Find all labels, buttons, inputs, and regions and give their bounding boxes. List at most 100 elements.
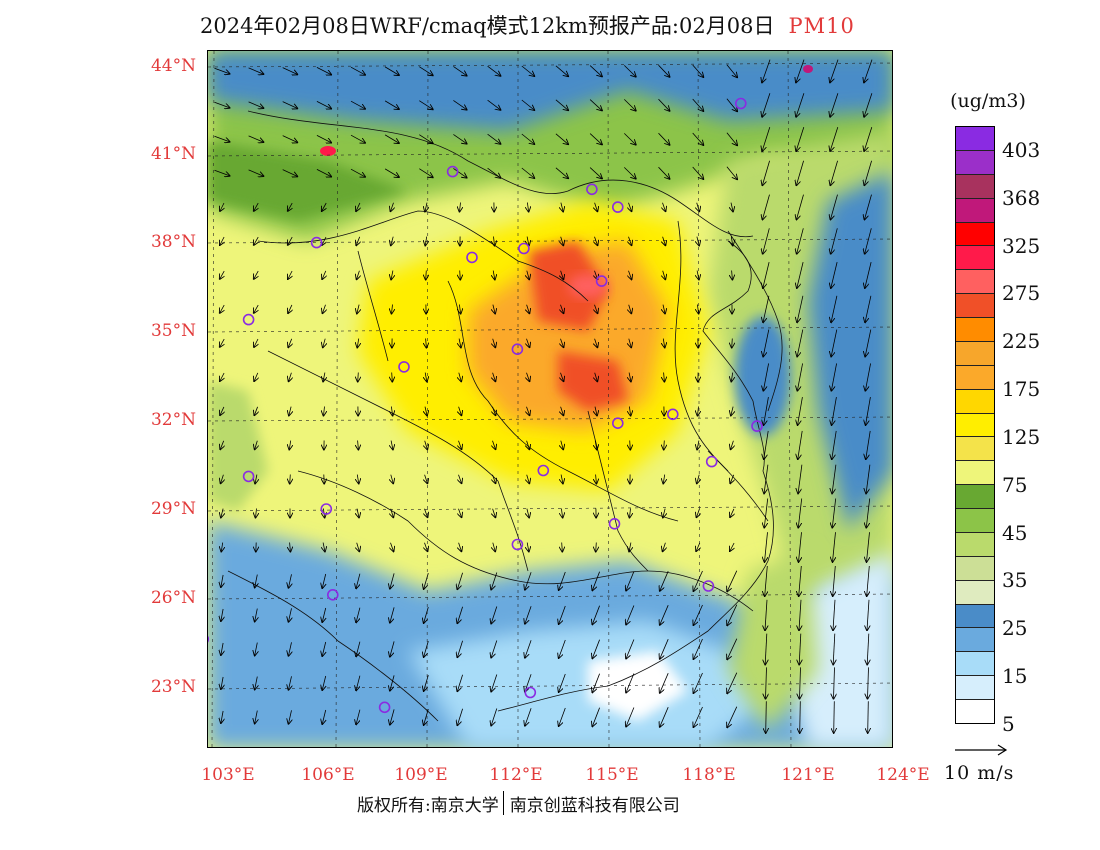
wind-arrow — [660, 571, 669, 591]
wind-arrow — [390, 573, 395, 588]
wind-arrow — [220, 270, 224, 279]
wind-arrow — [390, 709, 395, 724]
wind-arrow — [390, 675, 395, 690]
wind-arrow — [391, 542, 394, 552]
wind-arrow — [595, 236, 598, 245]
wind-arrow — [626, 571, 635, 591]
colorbar-segment — [956, 485, 994, 509]
wind-arrow — [220, 236, 224, 245]
wind-arrow — [798, 430, 803, 459]
wind-arrow — [425, 542, 428, 551]
wind-arrow — [289, 406, 291, 416]
wind-arrow — [493, 304, 495, 314]
wind-arrow — [663, 236, 666, 246]
wind-arrow — [527, 304, 530, 314]
station-marker — [242, 470, 255, 483]
wind-arrow — [559, 605, 566, 624]
wind-arrow — [424, 572, 429, 589]
wind-arrow — [282, 169, 298, 177]
colorbar-segment — [956, 628, 994, 653]
wind-arrow — [624, 167, 635, 178]
wind-arrow — [254, 236, 258, 245]
wind-arrow — [527, 236, 529, 246]
wind-arrow — [221, 676, 223, 689]
wind-arrow — [629, 338, 631, 348]
lon-label-106: 106°E — [301, 765, 355, 785]
wind-arrow — [493, 270, 495, 280]
wind-arrow — [322, 270, 326, 279]
wind-arrow — [697, 270, 699, 280]
colorbar-segment — [956, 509, 994, 533]
title-variable: PM10 — [788, 14, 855, 38]
lat-label-26: 26°N — [150, 588, 196, 608]
wind-arrow — [697, 474, 699, 484]
wind-arrow — [692, 166, 704, 179]
wind-arrow — [799, 532, 802, 562]
wind-arrow — [248, 135, 264, 142]
wind-arrow — [457, 572, 463, 589]
wind-arrow — [527, 508, 529, 518]
footer-divider — [502, 791, 504, 815]
wind-arrow — [561, 338, 564, 347]
wind-arrow — [384, 134, 399, 143]
wind-arrow — [731, 406, 733, 416]
wind-arrow — [254, 304, 258, 313]
wind-arrow — [221, 642, 223, 655]
colorbar-label: 225 — [1002, 329, 1041, 354]
wind-arrow — [419, 66, 432, 76]
wind-arrow — [561, 440, 563, 450]
wind-arrow — [322, 202, 326, 211]
wind-arrow — [391, 474, 393, 484]
wind-arrow — [864, 160, 872, 185]
wind-arrow — [316, 169, 331, 176]
wind-arrow — [392, 372, 393, 382]
wind-arrow — [629, 304, 632, 314]
wind-arrow — [797, 262, 804, 288]
wind-arrow — [255, 676, 258, 690]
wind-arrow — [797, 329, 804, 357]
colorbar-segment — [956, 127, 994, 151]
colorbar-label: 368 — [1002, 185, 1041, 210]
wind-arrow — [289, 574, 292, 587]
wind-arrow — [731, 440, 734, 450]
station-marker — [378, 701, 391, 714]
wind-arrow — [527, 542, 529, 552]
wind-arrow — [221, 542, 222, 552]
station-marker — [310, 236, 323, 249]
wind-arrow — [493, 542, 495, 552]
wind-arrow — [324, 406, 325, 416]
wind-arrow — [765, 633, 767, 665]
wind-arrow — [592, 673, 600, 693]
wind-arrow — [289, 676, 292, 689]
colorbar-label: 325 — [1002, 233, 1041, 258]
wind-arrow — [419, 100, 432, 110]
colorbar-label: 403 — [1002, 137, 1041, 162]
wind-arrow — [559, 707, 566, 726]
wind-arrow — [282, 101, 298, 109]
lon-label-124: 124°E — [876, 765, 930, 785]
station-marker — [446, 165, 459, 178]
wind-arrow — [762, 160, 770, 185]
wind-arrow — [358, 440, 359, 450]
wind-arrow — [493, 338, 496, 348]
colorbar-segment — [956, 318, 994, 342]
wind-arrow — [391, 508, 394, 518]
station-marker — [595, 275, 608, 287]
wind-arrow — [595, 440, 597, 450]
colorbar-segment — [956, 676, 994, 700]
wind-arrow — [763, 363, 769, 390]
wind-arrow — [322, 236, 326, 245]
wind-arrow — [419, 134, 432, 144]
colorbar-segment — [956, 532, 994, 557]
wind-arrow — [589, 99, 602, 111]
wind-arrow — [391, 440, 393, 450]
map-panel — [207, 50, 893, 748]
station-marker — [705, 455, 718, 468]
wind-arrow — [832, 498, 837, 528]
wind-arrow — [316, 67, 331, 74]
wind-arrow — [694, 706, 703, 727]
wind-arrow — [384, 100, 399, 109]
colorbar — [955, 126, 995, 724]
lat-label-41: 41°N — [150, 144, 196, 164]
wind-arrow — [629, 406, 630, 416]
